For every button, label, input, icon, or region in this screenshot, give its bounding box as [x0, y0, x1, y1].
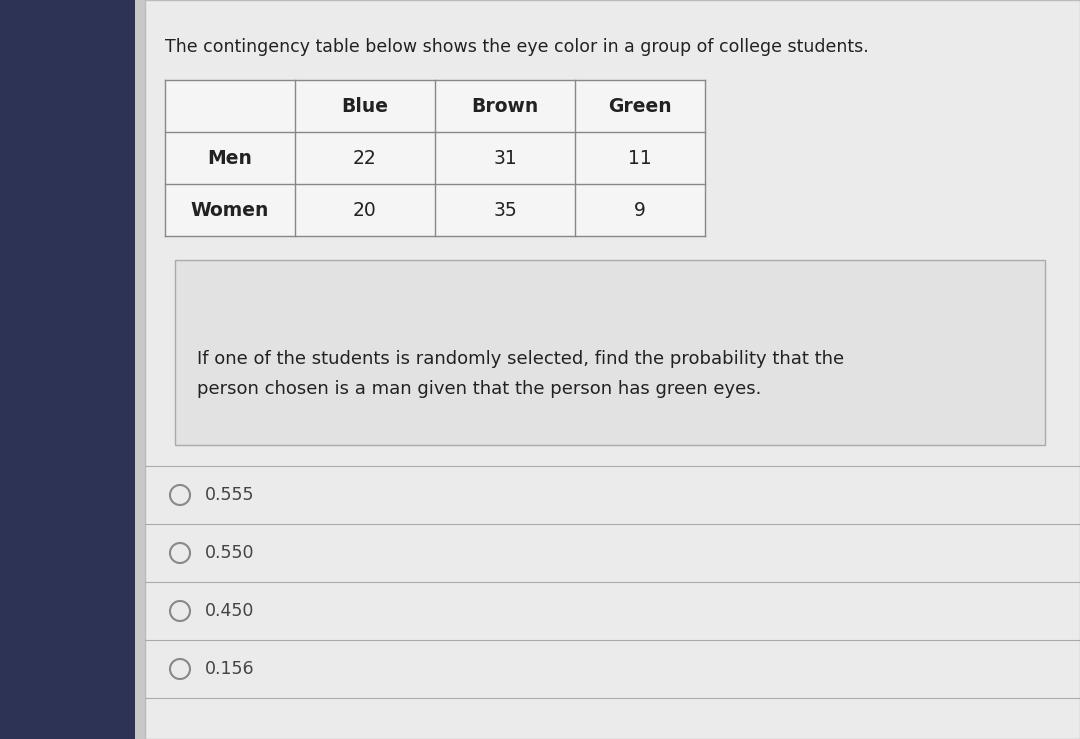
Text: 9: 9 [634, 200, 646, 219]
Text: Brown: Brown [471, 97, 539, 115]
Text: The contingency table below shows the eye color in a group of college students.: The contingency table below shows the ey… [165, 38, 868, 56]
Text: 11: 11 [629, 149, 652, 168]
Text: 35: 35 [494, 200, 517, 219]
Text: Women: Women [191, 200, 269, 219]
Text: Blue: Blue [341, 97, 389, 115]
Bar [165, 80, 705, 236]
Bar [0, 0, 135, 739]
Text: 0.156: 0.156 [205, 660, 255, 678]
Text: person chosen is a man given that the person has green eyes.: person chosen is a man given that the pe… [197, 380, 761, 398]
Text: 0.555: 0.555 [205, 486, 255, 504]
Bar [145, 0, 1080, 739]
Text: 31: 31 [494, 149, 517, 168]
Bar [175, 260, 1045, 445]
Text: 22: 22 [353, 149, 377, 168]
Text: Men: Men [207, 149, 253, 168]
Text: If one of the students is randomly selected, find the probability that the: If one of the students is randomly selec… [197, 350, 845, 368]
Text: Green: Green [608, 97, 672, 115]
Text: 0.550: 0.550 [205, 544, 255, 562]
Text: 20: 20 [353, 200, 377, 219]
Text: 0.450: 0.450 [205, 602, 255, 620]
